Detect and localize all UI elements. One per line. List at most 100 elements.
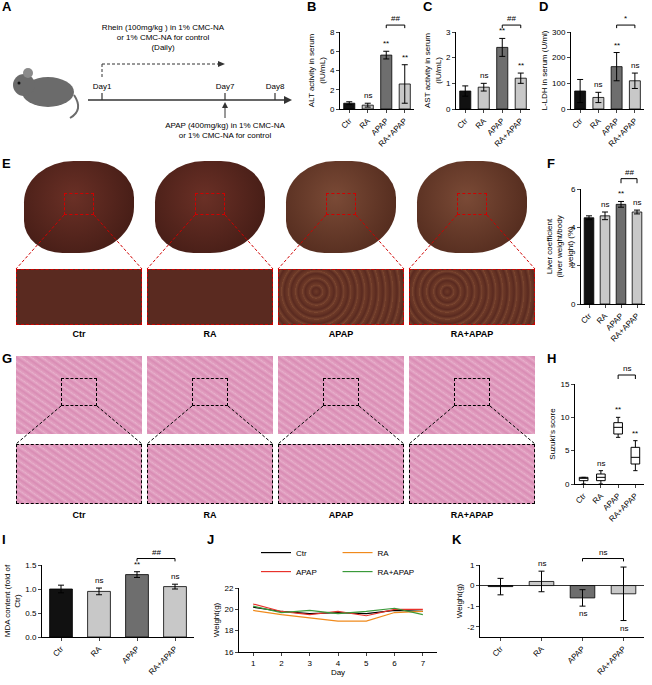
svg-text:Rhein (100mg/kg ) in 1% CMC-NA: Rhein (100mg/kg ) in 1% CMC-NA [102,23,225,32]
svg-text:18: 18 [224,626,233,635]
svg-text:RA: RA [595,311,610,326]
svg-text:4: 4 [336,659,341,668]
svg-text:**: ** [632,429,638,438]
svg-text:ns: ns [599,548,607,557]
svg-text:3: 3 [307,659,312,668]
svg-text:**: ** [134,560,140,569]
svg-text:RA+APAP: RA+APAP [493,116,525,148]
svg-text:10: 10 [560,413,569,422]
svg-text:1: 1 [470,561,475,570]
svg-text:APAP: APAP [604,311,625,332]
svg-text:Weight(g): Weight(g) [212,602,221,637]
svg-text:Weight(g): Weight(g) [455,583,464,618]
svg-text:APAP: APAP [485,116,506,137]
svg-text:1: 1 [251,659,256,668]
svg-text:6: 6 [330,47,335,56]
svg-text:0: 0 [446,105,451,114]
svg-text:RA: RA [588,116,603,131]
svg-text:4: 4 [330,66,335,75]
svg-text:ns: ns [579,609,587,618]
svg-text:RA+APAP: RA+APAP [377,116,409,148]
svg-text:APAP: APAP [369,116,390,137]
svg-text:ns: ns [601,200,609,209]
svg-text:200: 200 [552,53,566,62]
svg-text:Ctr: Ctr [340,116,354,130]
svg-text:or 1% CMC-NA for control: or 1% CMC-NA for control [179,131,272,140]
svg-text:8: 8 [330,28,335,37]
svg-text:2: 2 [571,261,576,270]
svg-text:6: 6 [571,185,576,194]
svg-text:Ctr: Ctr [579,311,593,325]
svg-text:APAP: APAP [120,644,141,665]
svg-text:##: ## [152,548,161,557]
svg-text:6: 6 [392,659,397,668]
svg-text:0.0: 0.0 [25,633,37,642]
svg-text:ns: ns [171,572,179,581]
svg-text:100: 100 [552,79,566,88]
svg-text:ns: ns [594,80,602,89]
svg-text:ns: ns [364,91,372,100]
svg-text:0: 0 [561,105,566,114]
svg-text:5: 5 [364,659,369,668]
svg-text:RA+APAP: RA+APAP [607,491,639,523]
svg-text:2: 2 [279,659,284,668]
svg-text:or 1% CMC-NA for control: or 1% CMC-NA for control [117,33,210,42]
svg-text:**: ** [518,61,524,70]
svg-text:##: ## [391,14,400,23]
svg-text:ns: ns [95,576,103,585]
svg-text:APAP: APAP [600,116,621,137]
svg-text:Ctr: Ctr [296,549,307,558]
svg-text:15: 15 [560,380,569,389]
svg-text:RA+APAP: RA+APAP [596,644,628,676]
svg-text:APAP: APAP [601,491,622,512]
svg-text:0: 0 [470,581,475,590]
svg-text:0: 0 [571,300,576,309]
svg-text:Day8: Day8 [266,82,285,91]
svg-text:Ctr: Ctr [574,491,588,505]
svg-text:ns: ns [623,364,631,373]
svg-text:300: 300 [552,28,566,37]
svg-text:L-LDH in serum (U/ml): L-LDH in serum (U/ml) [540,30,549,110]
svg-text:Ctr: Ctr [51,644,65,658]
svg-text:RA+APAP: RA+APAP [378,568,415,577]
svg-text:**: ** [402,53,408,62]
svg-text:RA: RA [591,491,606,506]
svg-text:0: 0 [565,480,570,489]
svg-text:APAP (400mg/kg) in 1% CMC-NA: APAP (400mg/kg) in 1% CMC-NA [165,121,285,130]
svg-text:(Daily): (Daily) [151,43,174,52]
svg-text:Day1: Day1 [93,82,112,91]
svg-text:AST activity in serum(IU/mL): AST activity in serum(IU/mL) [423,33,442,108]
svg-text:Ctr: Ctr [491,644,505,658]
svg-text:RA: RA [532,644,547,659]
svg-text:2: 2 [446,53,451,62]
svg-text:Ctr: Ctr [456,116,470,130]
svg-text:**: ** [383,39,389,48]
svg-text:0: 0 [330,105,335,114]
svg-text:16: 16 [224,648,233,657]
svg-text:##: ## [507,14,516,23]
svg-text:*: * [624,14,627,23]
svg-text:2: 2 [330,86,335,95]
svg-text:Liver coefficient(liver weight: Liver coefficient(liver weight/bodyweigh… [545,215,575,277]
svg-text:**: ** [618,189,624,198]
svg-text:ns: ns [480,71,488,80]
svg-text:4: 4 [571,223,576,232]
svg-text:5: 5 [565,446,570,455]
svg-text:-2: -2 [467,623,475,632]
svg-text:RA: RA [378,549,390,558]
svg-text:**: ** [615,405,621,414]
svg-text:ns: ns [620,624,628,633]
svg-text:20: 20 [224,605,233,614]
svg-text:ns: ns [631,61,639,70]
svg-text:RA+APAP: RA+APAP [607,116,639,148]
svg-text:3: 3 [446,28,451,37]
svg-text:MDA content (fold ofCtr): MDA content (fold ofCtr) [3,564,22,637]
svg-text:ALT activity in serum(IU/mL): ALT activity in serum(IU/mL) [307,33,326,107]
svg-text:APAP: APAP [566,644,587,665]
svg-text:1.0: 1.0 [25,585,37,594]
svg-text:##: ## [625,168,634,177]
svg-text:Day: Day [331,668,345,677]
svg-text:RA: RA [474,116,489,131]
svg-text:Ctr: Ctr [570,116,584,130]
svg-text:RA: RA [358,116,373,131]
